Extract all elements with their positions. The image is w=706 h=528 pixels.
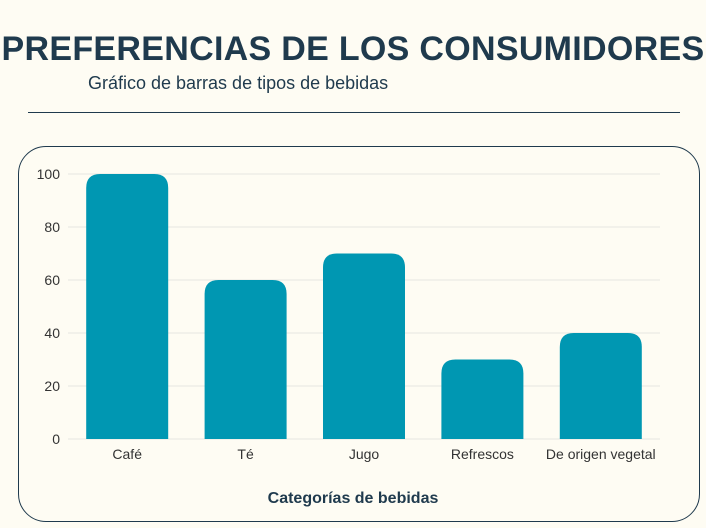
chart-title: PREFERENCIAS DE LOS CONSUMIDORES [1,30,705,68]
y-tick-label: 100 [37,166,61,182]
bar-2 [323,253,405,439]
chart-card [18,146,700,522]
title-divider [28,112,680,113]
x-tick-label: Refrescos [451,446,514,462]
x-tick-label: Café [112,446,142,462]
chart-subtitle: Gráfico de barras de tipos de bebidas [88,73,389,93]
bar-0 [86,174,169,439]
bar-1 [204,280,287,439]
y-tick-label: 20 [44,378,60,394]
x-axis-label: Categorías de bebidas [267,490,439,507]
y-tick-label: 0 [52,431,60,447]
x-tick-label: De origen vegetal [546,446,656,462]
y-tick-label: 80 [44,219,60,235]
bar-4 [559,333,642,439]
x-tick-label: Té [237,446,254,462]
y-tick-label: 40 [44,325,60,341]
x-tick-label: Jugo [349,446,380,462]
y-tick-label: 60 [44,272,60,288]
bar-3 [441,359,524,439]
